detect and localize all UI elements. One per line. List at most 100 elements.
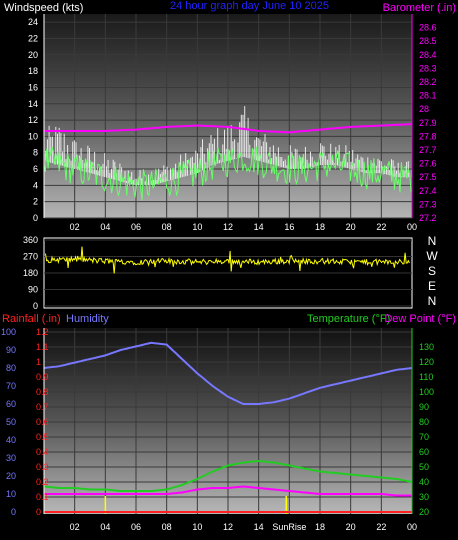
rainfall-tick-label: 1.1: [36, 342, 49, 352]
rainfall-tick-label: 0.7: [36, 402, 49, 412]
rainfall-axis-label: Rainfall (.in): [2, 313, 61, 325]
compass-label: W: [426, 249, 438, 263]
compass-label: N: [428, 234, 437, 248]
wind-time-tick-label: 22: [376, 222, 386, 232]
wind-tick-label: 20: [28, 50, 38, 60]
barometer-tick-label: 28.4: [419, 50, 437, 60]
temperature-tick-label: 30: [419, 492, 429, 502]
rainfall-tick-label: 1.2: [36, 327, 49, 337]
barometer-tick-label: 28.5: [419, 36, 437, 46]
temperature-tick-label: 20: [419, 507, 429, 517]
barometer-tick-label: 27.7: [419, 145, 437, 155]
rainfall-tick-label: 0: [36, 507, 41, 517]
wind-time-tick-label: 14: [254, 222, 264, 232]
temperature-tick-labels: 20 30 40 50 60 70 80 90 100 110 120 130: [419, 342, 434, 517]
barometer-tick-label: 27.4: [419, 186, 437, 196]
barometer-tick-label: 27.2: [419, 213, 437, 223]
wind-time-tick-label: 00: [407, 222, 417, 232]
compass-label: S: [428, 264, 436, 278]
temperature-tick-label: 90: [419, 402, 429, 412]
barometer-tick-label: 27.5: [419, 172, 437, 182]
temperature-series: [43, 459, 413, 492]
humidity-tick-label: 10: [6, 489, 16, 499]
wind-direction-tick-label: 360: [23, 235, 38, 245]
wind-direction-tick-label: 0: [33, 301, 38, 311]
rainfall-tick-label: 0.1: [36, 492, 49, 502]
temperature-tick-label: 110: [419, 372, 433, 382]
humidity-tick-label: 40: [6, 435, 16, 445]
rainfall-tick-labels: 0 0.1 0.2 0.3 0.4 0.5 0.6 0.7 0.8 0.9 1 1.1 1.2: [36, 327, 49, 517]
wind-time-tick-label: 16: [284, 222, 294, 232]
barometer-tick-label: 28.1: [419, 91, 437, 101]
wind-tick-label: 0: [33, 213, 38, 223]
humidity-tick-label: 100: [1, 327, 16, 337]
temperature-tick-label: 130: [419, 342, 434, 352]
wind-tick-label: 10: [28, 131, 38, 141]
barometer-axis-label: Barometer (.in): [383, 2, 456, 14]
humidity-axis-label: Humidity: [66, 313, 109, 325]
barometer-tick-label: 28.3: [419, 63, 437, 73]
wind-time-tick-label: 04: [100, 222, 110, 232]
temp-time-tick-label: 18: [315, 522, 325, 532]
wind-tick-label: 16: [28, 82, 38, 92]
dewpoint-axis-label: Dew Point (°F): [384, 313, 456, 325]
chart-title: 24 hour graph day June 10 2025: [170, 0, 329, 12]
humidity-tick-label: 20: [6, 471, 16, 481]
temperature-tick-label: 70: [419, 432, 429, 442]
rainfall-tick-label: 0.4: [36, 447, 49, 457]
humidity-tick-label: 30: [6, 453, 16, 463]
wind-time-tick-label: 02: [70, 222, 80, 232]
wind-time-tick-label: 12: [223, 222, 233, 232]
wind-series: [43, 106, 413, 201]
humidity-series: [43, 341, 413, 405]
avg-wind-series: [43, 146, 412, 201]
temp-time-tick-label: 02: [70, 522, 80, 532]
rainfall-tick-label: 0.3: [36, 462, 49, 472]
temp-time-tick-label: 14: [254, 522, 264, 532]
wind-direction-tick-label: 180: [23, 268, 38, 278]
humidity-tick-labels: 0 10 20 30 40 50 60 70 80 90 100: [1, 327, 16, 517]
temperature-tick-label: 50: [419, 462, 429, 472]
barometer-tick-label: 27.9: [419, 118, 437, 128]
wind-direction-series: [45, 246, 410, 274]
dewpoint-series: [44, 485, 412, 497]
wind-direction-series: [45, 246, 410, 274]
temperature-tick-label: 120: [419, 357, 434, 367]
wind-direction-tick-label: 270: [23, 252, 38, 262]
wind-time-tick-label: 18: [315, 222, 325, 232]
temperature-axis-label: Temperature (°F): [307, 313, 390, 325]
wind-direction-tick-labels: 0 90 180 270 360: [23, 235, 38, 311]
temp-time-tick-label: 20: [346, 522, 356, 532]
wind-tick-label: 8: [33, 148, 38, 158]
temp-time-tick-labels: 02 04 06 08 10 12 14 SunRise 18 20 22 00: [70, 522, 417, 532]
barometer-tick-label: 28.2: [419, 77, 437, 87]
barometer-tick-label: 28: [419, 104, 429, 114]
temperature-tick-label: 40: [419, 477, 429, 487]
humidity-tick-label: 0: [11, 507, 16, 517]
barometer-tick-label: 27.6: [419, 159, 437, 169]
compass-label: N: [428, 294, 437, 308]
compass-label: E: [428, 279, 436, 293]
barometer-tick-label: 27.8: [419, 131, 437, 141]
barometer-tick-label: 28.6: [419, 23, 437, 33]
barometer-tick-label: 27.3: [419, 199, 437, 209]
wind-time-tick-label: 20: [346, 222, 356, 232]
wind-tick-label: 12: [28, 115, 38, 125]
temp-time-tick-label: 06: [131, 522, 141, 532]
wind-time-tick-label: 06: [131, 222, 141, 232]
temp-time-tick-label: 08: [162, 522, 172, 532]
humidity-tick-label: 60: [6, 399, 16, 409]
temp-time-tick-label: 10: [192, 522, 202, 532]
windspeed-axis-label: Windspeed (kts): [4, 2, 83, 14]
rainfall-tick-label: 0.5: [36, 432, 49, 442]
wind-tick-label: 2: [33, 197, 38, 207]
temp-time-tick-label: 00: [407, 522, 417, 532]
rainfall-tick-label: 0.8: [36, 387, 49, 397]
wind-tick-label: 14: [28, 99, 38, 109]
rainfall-tick-label: 0.9: [36, 372, 49, 382]
temp-time-tick-label: 04: [100, 522, 110, 532]
temperature-tick-label: 80: [419, 417, 429, 427]
temp-series: [43, 341, 413, 514]
